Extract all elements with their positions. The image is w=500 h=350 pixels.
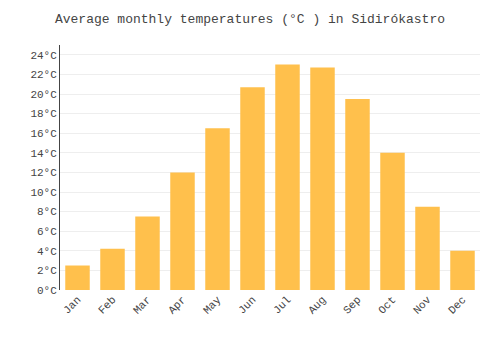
svg-text:Apr: Apr bbox=[166, 294, 188, 316]
svg-text:6°C: 6°C bbox=[37, 226, 57, 238]
svg-text:Jan: Jan bbox=[61, 294, 83, 316]
svg-text:16°C: 16°C bbox=[30, 128, 57, 140]
svg-text:Sep: Sep bbox=[341, 294, 363, 316]
svg-text:24°C: 24°C bbox=[30, 50, 57, 62]
svg-text:Average monthly temperatures (: Average monthly temperatures (°C ) in Si… bbox=[55, 12, 445, 27]
svg-text:4°C: 4°C bbox=[37, 246, 57, 258]
svg-text:Aug: Aug bbox=[306, 294, 328, 316]
svg-text:Nov: Nov bbox=[411, 294, 434, 317]
svg-text:12°C: 12°C bbox=[30, 167, 57, 179]
svg-text:14°C: 14°C bbox=[30, 148, 57, 160]
svg-text:0°C: 0°C bbox=[37, 285, 57, 297]
svg-text:Dec: Dec bbox=[446, 294, 468, 316]
svg-text:18°C: 18°C bbox=[30, 108, 57, 120]
svg-text:20°C: 20°C bbox=[30, 89, 57, 101]
svg-text:May: May bbox=[201, 294, 224, 317]
svg-text:22°C: 22°C bbox=[30, 69, 57, 81]
svg-text:Jul: Jul bbox=[271, 294, 293, 316]
svg-text:Mar: Mar bbox=[131, 294, 153, 316]
svg-text:10°C: 10°C bbox=[30, 187, 57, 199]
svg-text:Jun: Jun bbox=[236, 294, 258, 316]
svg-text:Oct: Oct bbox=[376, 294, 398, 316]
svg-text:8°C: 8°C bbox=[37, 206, 57, 218]
svg-text:2°C: 2°C bbox=[37, 265, 57, 277]
svg-text:Feb: Feb bbox=[96, 294, 118, 316]
